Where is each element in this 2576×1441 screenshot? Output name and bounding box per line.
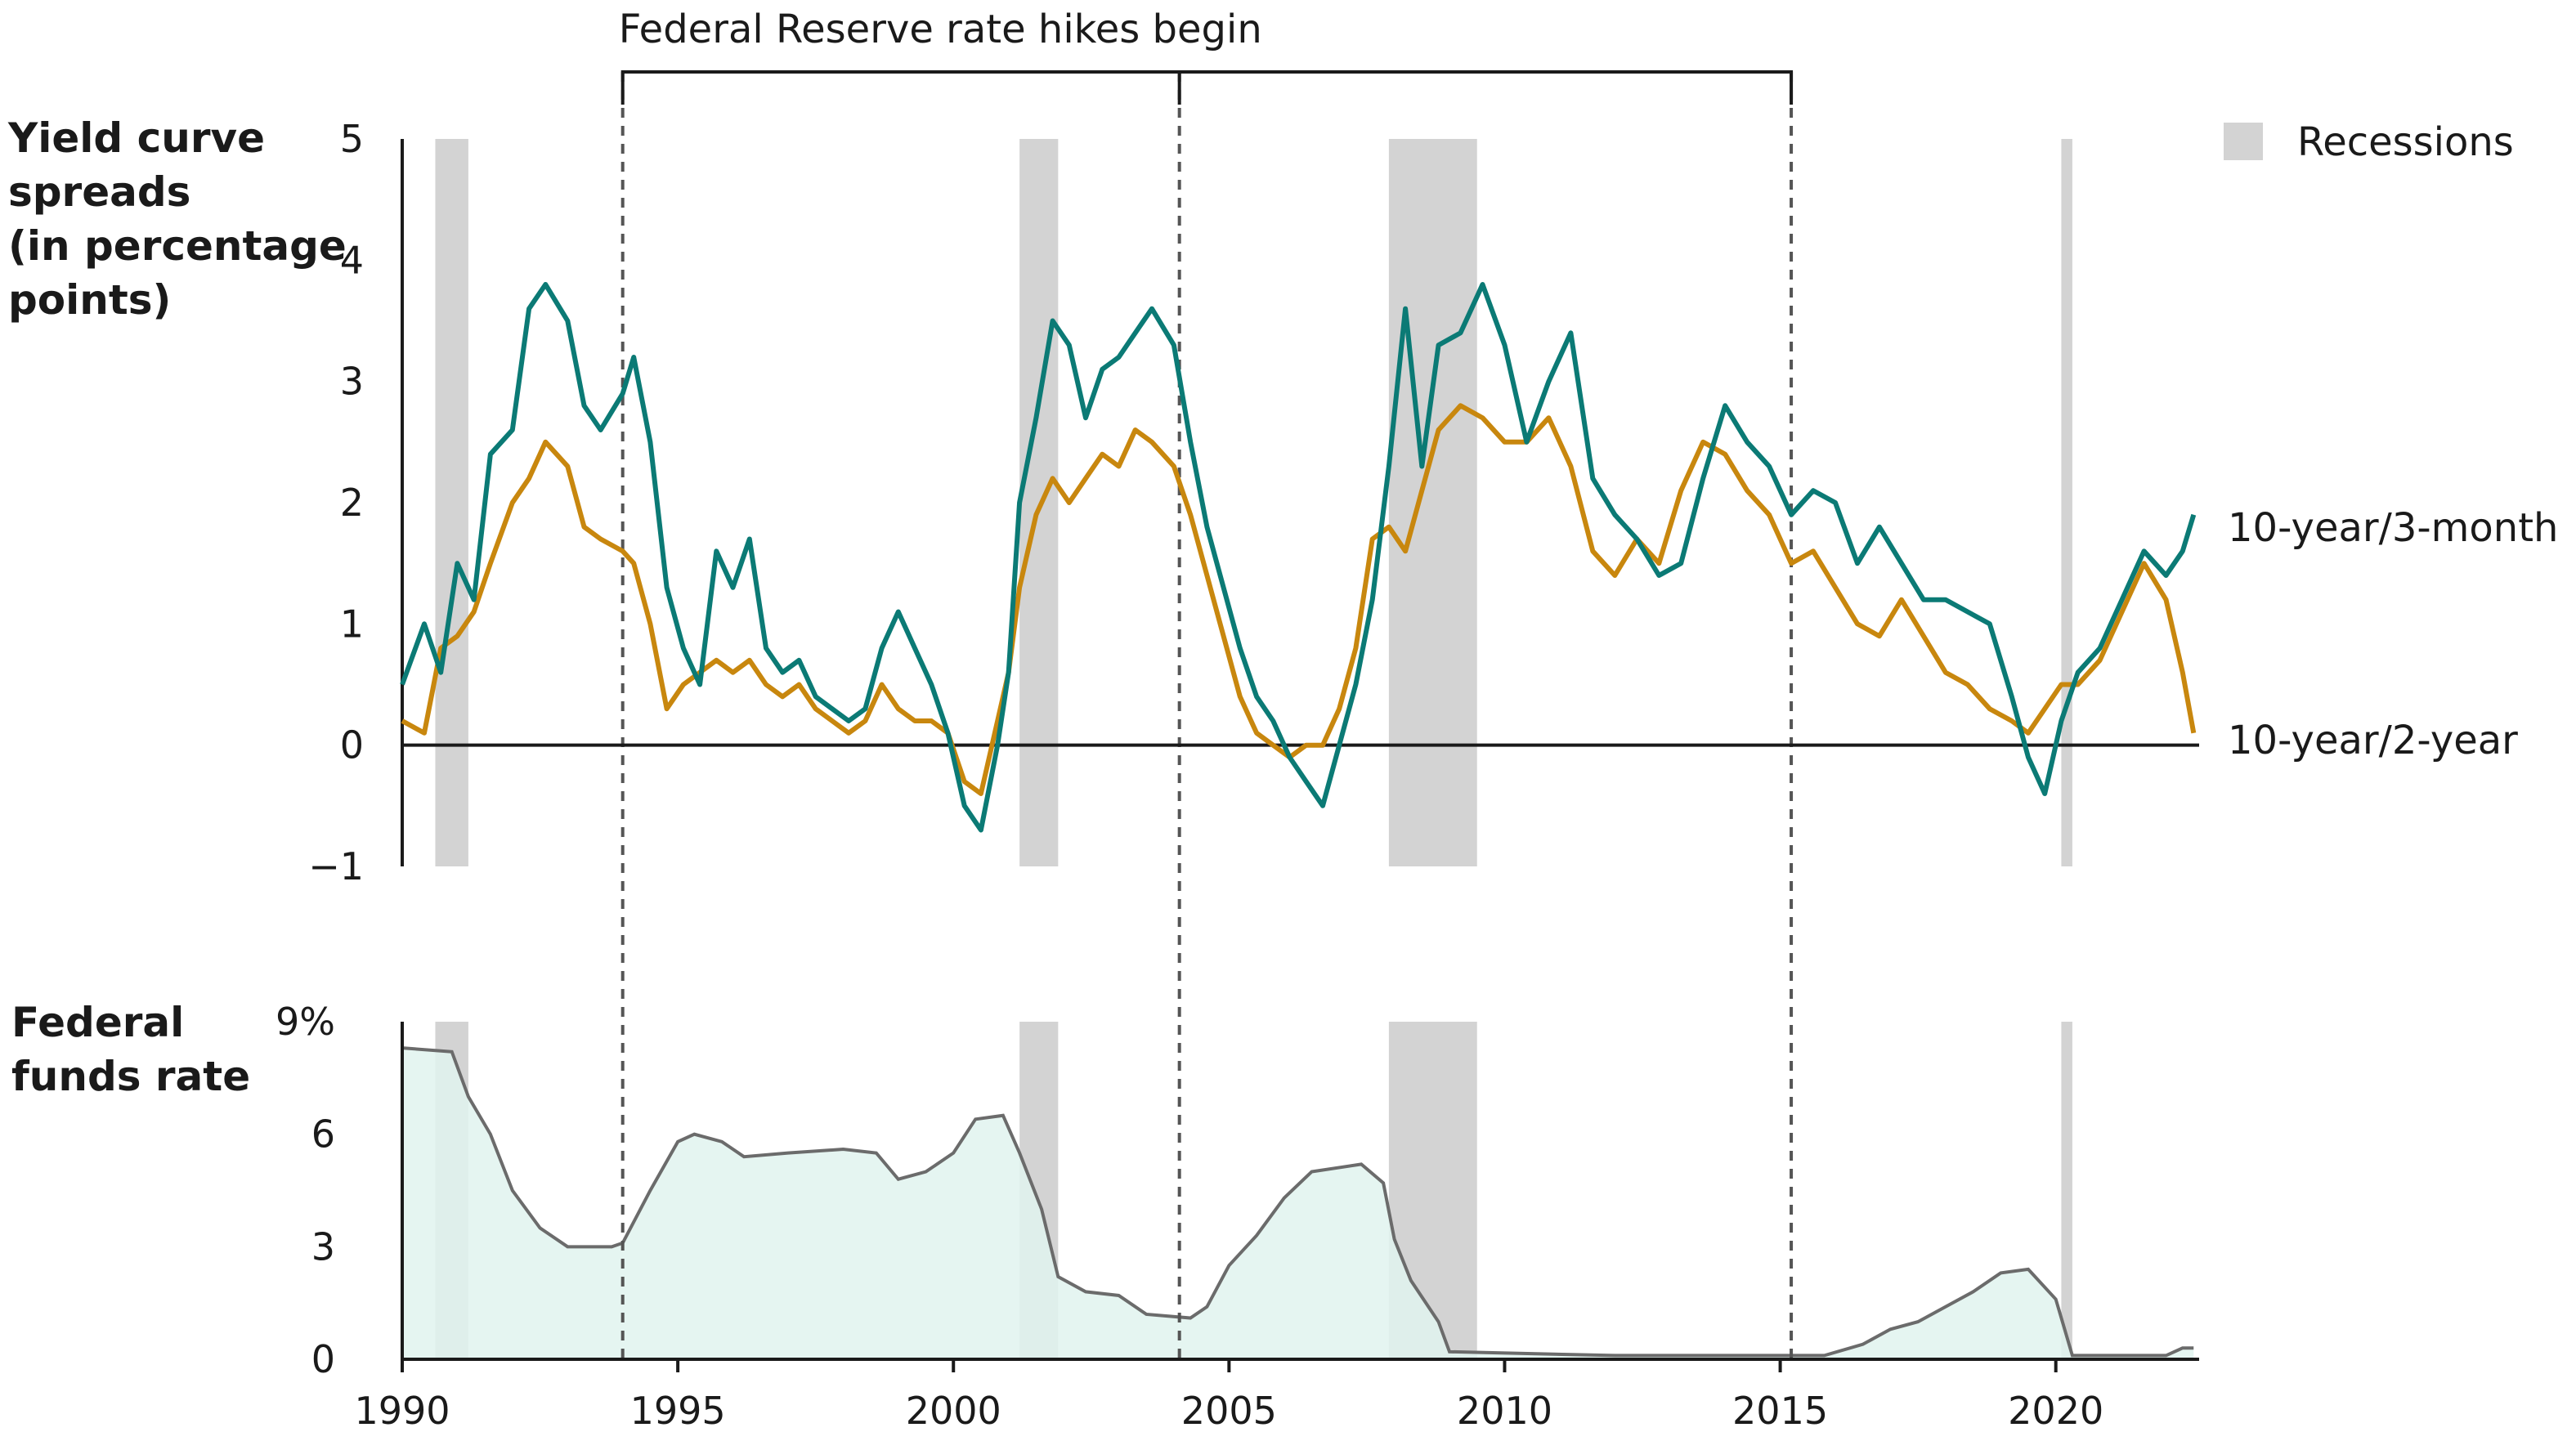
bottom-y-tick-label: 3	[311, 1224, 335, 1269]
top-y-axis-title: Yield curve	[7, 114, 265, 162]
fed-funds-line	[401, 1046, 2194, 1358]
x-tick-label: 1990	[354, 1389, 450, 1433]
rate-hike-bracket	[620, 70, 1794, 105]
spread-series	[400, 282, 2197, 833]
recession-band-top	[1019, 139, 1059, 866]
bottom-y-tick-label: 9%	[276, 1000, 335, 1044]
bottom-y-tick-label: 6	[311, 1112, 335, 1157]
recession-band-top	[1388, 139, 1477, 866]
recessions-legend-label: Recessions	[2297, 119, 2514, 165]
fed-funds-panel	[401, 1046, 2194, 1359]
top-y-tick-label: 4	[340, 238, 364, 282]
axes	[401, 139, 2199, 1372]
labels: Federal Reserve rate hikes begin 5 4 3 2 1 0 −1…	[7, 7, 2558, 1433]
top-y-tick-label: 1	[340, 602, 364, 646]
x-tick-label: 2005	[1181, 1389, 1277, 1433]
top-y-tick-label: 3	[340, 360, 364, 404]
top-y-axis-title: spreads	[8, 168, 190, 216]
series-line-10y-2y	[401, 403, 2197, 796]
top-y-tick-label: 0	[340, 723, 364, 767]
series-line-10y-3m	[400, 282, 2197, 833]
top-y-tick-label: 2	[340, 481, 364, 525]
top-y-tick-label: −1	[308, 844, 364, 888]
x-tick-label: 2015	[1732, 1389, 1828, 1433]
recession-band-bottom	[2061, 1022, 2072, 1359]
rate-hike-lines	[620, 70, 1794, 1359]
bottom-y-axis-title: funds rate	[11, 1053, 250, 1100]
x-tick-label: 2010	[1457, 1389, 1552, 1433]
rate-hike-annotation: Federal Reserve rate hikes begin	[619, 7, 1262, 52]
top-y-axis-title: points)	[8, 276, 171, 324]
recession-band-top	[435, 139, 468, 866]
series-label-10y-3m: 10-year/3-month	[2228, 505, 2558, 551]
series-label-10y-2y: 10-year/2-year	[2228, 718, 2518, 763]
x-tick-label: 2000	[906, 1389, 1001, 1433]
bottom-y-axis-title: Federal	[11, 999, 184, 1046]
top-y-tick-label: 5	[340, 117, 364, 161]
bottom-y-tick-label: 0	[311, 1337, 335, 1381]
fed-funds-area	[402, 1048, 2194, 1359]
recession-band-top	[2061, 139, 2072, 866]
x-tick-label: 2020	[2008, 1389, 2103, 1433]
x-tick-label: 1995	[630, 1389, 726, 1433]
top-y-axis-title: (in percentage	[8, 222, 347, 270]
recessions-legend-swatch	[2224, 123, 2263, 160]
